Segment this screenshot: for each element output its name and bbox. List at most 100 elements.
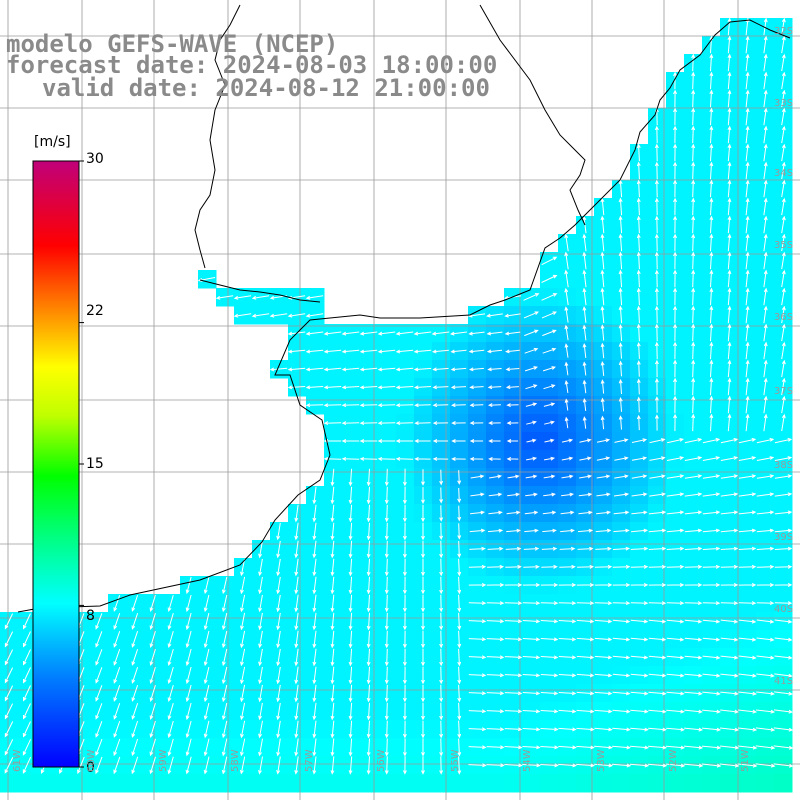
wind-arrow [366, 522, 371, 541]
wind-arrow [312, 522, 317, 541]
wind-arrow [486, 601, 505, 606]
wind-arrow [654, 179, 659, 198]
wind-arrow [421, 630, 425, 649]
wind-arrow [745, 161, 750, 180]
wind-arrow [457, 576, 462, 595]
wind-arrow [167, 666, 174, 684]
wind-arrow [402, 684, 407, 703]
wind-arrow [756, 619, 775, 624]
wind-arrow [468, 691, 487, 696]
wind-arrow [113, 703, 121, 720]
wind-arrow [505, 349, 520, 354]
wind-arrow [185, 648, 192, 667]
wind-arrow [167, 630, 174, 648]
wind-arrow [330, 756, 335, 775]
wind-arrow [185, 576, 192, 595]
wind-arrow [576, 637, 595, 642]
wind-arrow [709, 89, 714, 108]
wind-arrow [756, 528, 775, 533]
wind-arrow [612, 564, 631, 569]
wind-arrow [348, 666, 353, 685]
wind-arrow [312, 666, 317, 685]
wind-arrow [540, 763, 559, 768]
wind-arrow [709, 143, 714, 162]
wind-arrow [596, 510, 612, 515]
wind-arrow [541, 256, 558, 266]
wind-arrow [543, 492, 556, 497]
wind-arrow [439, 756, 444, 775]
wind-arrow [348, 504, 353, 523]
wind-arrow [654, 269, 659, 288]
wind-arrow [666, 709, 685, 714]
wind-arrow [756, 691, 775, 696]
wind-arrow [149, 702, 156, 721]
wind-arrow [402, 738, 407, 757]
wind-arrow [647, 763, 668, 768]
wind-arrow [774, 437, 793, 444]
wind-arrow [524, 510, 539, 515]
wind-arrow [737, 763, 758, 768]
speed-cell [396, 774, 415, 793]
wind-arrow [684, 474, 703, 479]
wind-arrow [488, 456, 501, 461]
lon-label: 60W [86, 749, 97, 772]
lat-label: 32S [774, 26, 794, 37]
wind-arrow [457, 702, 462, 721]
wind-arrow [542, 329, 557, 337]
wind-arrow [691, 305, 696, 324]
wind-arrow [600, 342, 605, 359]
wind-arrow [413, 331, 432, 336]
wind-arrow [630, 546, 649, 551]
wind-arrow [294, 648, 299, 667]
wind-arrow [348, 648, 353, 667]
wind-arrow [720, 437, 739, 444]
wind-arrow [561, 474, 574, 479]
wind-arrow [439, 648, 444, 667]
wind-arrow [763, 179, 768, 198]
wind-arrow [720, 709, 739, 714]
wind-arrow [702, 655, 721, 660]
wind-arrow [648, 619, 667, 624]
wind-arrow [773, 727, 794, 732]
wind-arrow [774, 528, 793, 533]
wind-arrow [727, 341, 732, 360]
wind-arrow [504, 582, 523, 587]
wind-arrow [691, 323, 696, 342]
wind-arrow [366, 576, 371, 595]
speed-cell [126, 774, 145, 793]
wind-arrow [763, 233, 768, 252]
wind-arrow [421, 558, 425, 577]
wind-arrow [763, 413, 768, 432]
wind-arrow [561, 438, 574, 443]
wind-arrow [612, 655, 631, 660]
wind-arrow [305, 349, 324, 354]
wind-arrow [673, 215, 678, 234]
speed-cell [90, 774, 109, 793]
wind-arrow [377, 456, 396, 461]
wind-arrow [384, 594, 389, 613]
wind-arrow [781, 359, 786, 378]
wind-arrow [541, 546, 558, 551]
wind-arrow [709, 53, 714, 72]
speed-cell [522, 774, 541, 793]
wind-arrow [402, 558, 407, 577]
wind-arrow [709, 413, 714, 432]
wind-arrow [781, 341, 786, 360]
wind-arrow [781, 143, 786, 162]
wind-arrow [745, 89, 750, 108]
wind-arrow [720, 691, 739, 696]
wind-arrow [541, 564, 558, 569]
wind-arrow [596, 492, 611, 497]
speed-cell [270, 774, 289, 793]
wind-arrow [522, 727, 541, 732]
wind-arrow [457, 666, 462, 685]
wind-arrow [359, 421, 378, 426]
wind-arrow [691, 359, 696, 378]
wind-arrow [294, 684, 299, 703]
speed-cell [288, 774, 307, 793]
wind-arrow [763, 35, 768, 54]
wind-arrow [738, 655, 757, 660]
wind-arrow [684, 601, 703, 606]
wind-arrow [457, 540, 462, 559]
wind-arrow [113, 631, 121, 648]
